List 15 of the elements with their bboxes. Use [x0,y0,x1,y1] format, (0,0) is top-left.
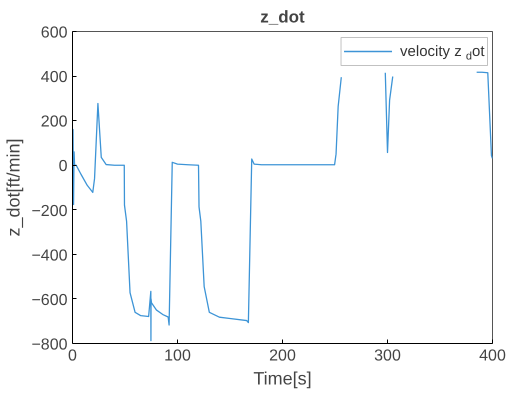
x-tick-label: 100 [164,348,191,364]
y-tick-label: −200 [31,202,68,220]
x-axis-title: Time[s] [253,368,312,388]
x-tick-label: 300 [374,348,401,364]
y-axis-title: z_dot[ft/min] [3,138,24,237]
x-tick-label: 400 [479,348,506,364]
y-tick-label: 600 [40,24,68,42]
y-tick-label: −400 [31,247,68,264]
x-tick-label: 200 [269,348,296,364]
y-tick-label: 0 [58,158,68,176]
y-tick-label: −600 [31,292,68,309]
y-tick-label: −800 [31,336,68,354]
y-tick-label: 200 [40,114,68,131]
y-tick-label: 400 [40,69,68,86]
chart-title: z_dot [260,8,306,26]
